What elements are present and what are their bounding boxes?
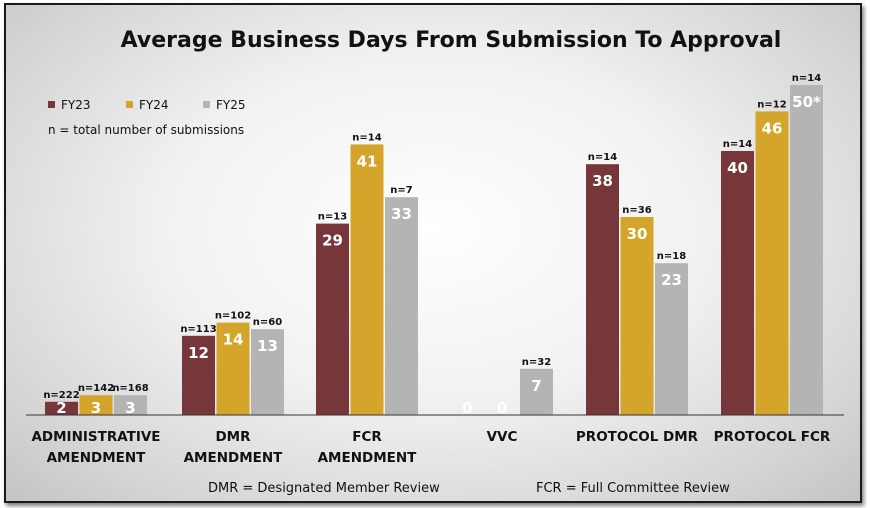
- category-label: PROTOCOL DMR: [576, 429, 699, 445]
- category-labels: ADMINISTRATIVE AMENDMENT DMR AMENDMENT FCR AM…: [31, 429, 830, 466]
- n-label: n=13: [318, 212, 347, 223]
- legend-label-fy23: FY23: [61, 98, 91, 112]
- bar-fy25-fcr-amendment: [385, 197, 418, 415]
- n-label: n=14: [352, 132, 381, 143]
- chart-title: Average Business Days From Submission To…: [121, 28, 782, 53]
- value-label: 40: [727, 159, 748, 177]
- n-label: n=36: [622, 205, 651, 216]
- fcr-footnote: FCR = Full Committee Review: [536, 481, 730, 496]
- dmr-footnote: DMR = Designated Member Review: [208, 481, 440, 496]
- n-label: n=113: [180, 324, 216, 335]
- n-label: n=142: [78, 383, 114, 394]
- value-label: 7: [531, 377, 541, 395]
- n-label: n=222: [43, 390, 79, 401]
- bar-fy25-dmr-amendment: [251, 329, 284, 415]
- n-label: n=14: [792, 73, 821, 84]
- category-label: FCR: [352, 429, 382, 445]
- category-label: AMENDMENT: [184, 450, 284, 466]
- n-label: n=18: [657, 251, 686, 262]
- value-label: 14: [223, 331, 244, 349]
- legend-swatch-fy24: [126, 101, 133, 108]
- n-definition-note: n = total number of submissions: [48, 123, 244, 137]
- value-label: 30: [627, 225, 648, 243]
- value-label: 46: [762, 119, 783, 137]
- n-label: n=168: [112, 383, 148, 394]
- bar-fy25-administrative-amendment: [114, 395, 147, 415]
- legend-label-fy25: FY25: [216, 98, 246, 112]
- legend: FY23 FY24 FY25: [48, 98, 246, 112]
- value-label: 12: [188, 344, 209, 362]
- bar-fy23-protocol-dmr: [586, 164, 619, 415]
- bar-chart: Average Business Days From Submission To…: [26, 28, 844, 496]
- category-label: AMENDMENT: [318, 450, 418, 466]
- n-label: n=60: [253, 317, 282, 328]
- value-label: 38: [592, 172, 613, 190]
- n-label: n=12: [757, 99, 786, 110]
- n-label: n=7: [390, 185, 412, 196]
- bar-fy24-fcr-amendment: [350, 144, 384, 415]
- bar-fy23-fcr-amendment: [316, 223, 349, 415]
- bar-fy24-protocol-dmr: [620, 217, 654, 415]
- n-label: n=14: [723, 139, 752, 150]
- bars-group: 2n=222 12 n=113 29 n=13 0 38 n=14 40 n=14 3 n=142 14…: [43, 73, 823, 417]
- bar-fy24-administrative-amendment: [79, 395, 113, 415]
- value-label: 3: [125, 399, 135, 417]
- legend-swatch-fy25: [203, 101, 210, 108]
- category-label: PROTOCOL FCR: [714, 429, 831, 445]
- n-label: n=32: [522, 357, 551, 368]
- value-label: 41: [357, 152, 378, 170]
- bar-fy25-vvc: [520, 368, 553, 415]
- value-label: 2: [56, 399, 66, 417]
- bar-fy23-dmr-amendment: [182, 335, 215, 415]
- bar-fy25-protocol-dmr: [655, 263, 688, 415]
- bar-fy23-protocol-fcr: [721, 151, 754, 415]
- value-label: 3: [91, 399, 101, 417]
- value-label: 33: [391, 205, 412, 223]
- n-label: n=14: [588, 152, 617, 163]
- legend-swatch-fy23: [48, 101, 55, 108]
- value-label: 23: [661, 271, 682, 289]
- category-label: VVC: [487, 429, 518, 445]
- value-label: 50*: [792, 93, 821, 111]
- category-label: ADMINISTRATIVE: [31, 429, 160, 445]
- bar-fy24-protocol-fcr: [755, 111, 789, 416]
- value-label: 0: [462, 399, 472, 417]
- category-label: AMENDMENT: [47, 450, 147, 466]
- category-label: DMR: [215, 429, 251, 445]
- bar-fy24-dmr-amendment: [216, 322, 250, 415]
- value-label: 0: [497, 399, 507, 417]
- legend-label-fy24: FY24: [139, 98, 169, 112]
- value-label: 13: [257, 337, 278, 355]
- bar-fy23-administrative-amendment: [45, 401, 78, 415]
- chart-frame: Average Business Days From Submission To…: [4, 3, 862, 503]
- bar-fy25-protocol-fcr: [790, 85, 823, 415]
- n-label: n=102: [215, 311, 251, 322]
- value-label: 29: [322, 232, 343, 250]
